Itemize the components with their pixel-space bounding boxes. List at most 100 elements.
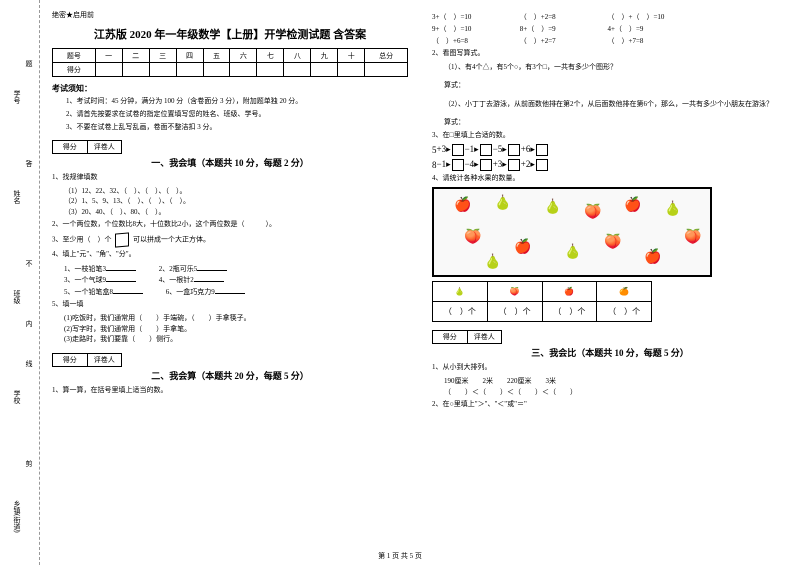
q3b: 可以拼成一个大正方体。 (133, 236, 210, 244)
fc-2: （ ）个 (487, 302, 542, 322)
score-row-label: 得分 (53, 63, 96, 77)
other-cell: 🍊 (597, 282, 652, 302)
q1: 1、找规律填数 (52, 173, 408, 183)
peach-icon: 🍑 (464, 229, 481, 246)
sh-1: 一 (95, 49, 122, 63)
section-score-box-1: 得分 评卷人 (52, 140, 122, 154)
sh-6: 六 (230, 49, 257, 63)
sh-0: 题号 (53, 49, 96, 63)
apple-icon: 🍎 (644, 249, 661, 266)
q5-2: (2)写字时，我们通常用（ ）手拿笔。 (64, 324, 408, 335)
peach-icon: 🍑 (604, 234, 621, 251)
ss2-b: 评卷人 (88, 354, 122, 366)
eq-3-1: （ ）+6=8 (432, 36, 518, 46)
bind-ti: 题 (24, 60, 34, 67)
blank (194, 274, 224, 282)
eq-1-1: 3+（ ）=10 (432, 12, 518, 22)
q1b: （2）1、5、9、13、（ ）、（ ）、（ ）。 (64, 196, 408, 207)
exam-title: 江苏版 2020 年一年级数学【上册】开学检测试题 含答案 (52, 26, 408, 42)
pear-icon: 🍐 (494, 195, 511, 212)
fruit-count-table: 🍐 🍑 🍎 🍊 （ ）个 （ ）个 （ ）个 （ ）个 (432, 281, 652, 322)
sh-3: 三 (149, 49, 176, 63)
eq-2-2: 8+（ ）=9 (520, 24, 606, 34)
sh-9: 九 (311, 49, 338, 63)
q4-row2: 3、一个气球9 4、一根针2 (64, 274, 408, 286)
apple-icon: 🍎 (454, 197, 471, 214)
box (480, 159, 492, 171)
section-3-title: 三、我会比（本题共 10 分，每题 5 分） (432, 346, 788, 359)
bind-lbl-5: 学号 (12, 90, 22, 104)
blank (106, 263, 136, 271)
chain1-op2: −1▸ (465, 144, 479, 155)
box (508, 144, 520, 156)
peach-icon: 🍑 (684, 229, 701, 246)
score-header-row: 题号 一 二 三 四 五 六 七 八 九 十 总分 (53, 49, 408, 63)
fc-1: （ ）个 (433, 302, 488, 322)
q2: 2、一个两位数，个位数比8大，十位数比2小，这个两位数是（ ）。 (52, 220, 408, 230)
calc-1: 算式： (444, 80, 788, 91)
q3-1a: 190厘米 2米 220厘米 3米 (444, 376, 788, 387)
box (480, 144, 492, 156)
sh-8: 八 (284, 49, 311, 63)
chain2-op2: −4▸ (465, 159, 479, 170)
q2-2a: （1）、有4个△，有5个○，有3个□，一共有多少个图形？ (444, 62, 788, 73)
ss2-a: 得分 (53, 354, 88, 366)
box (536, 159, 548, 171)
q2-2: 2、看图写算式。 (432, 49, 788, 59)
box (508, 159, 520, 171)
sh-11: 总分 (365, 49, 408, 63)
section-2-title: 二、我会算（本题共 20 分，每题 5 分） (52, 369, 408, 382)
pear-icon: 🍐 (564, 244, 581, 261)
q4: 4、填上"元"、"角"、"分"。 (52, 250, 408, 260)
q3-1b: （ ）＜（ ）＜（ ）＜（ ） (444, 387, 788, 398)
bind-lbl-3: 班级 (12, 290, 22, 304)
blank (215, 286, 245, 294)
section-score-box-3: 得分 评卷人 (432, 330, 502, 344)
q4-2a: 3、一个气球9 (64, 276, 106, 284)
eq-3-3: （ ）+7=8 (608, 36, 694, 46)
apple-icon: 🍎 (624, 197, 641, 214)
secret-label: 绝密★启用前 (52, 10, 408, 20)
apple-cell: 🍎 (542, 282, 597, 302)
ss3-b: 评卷人 (468, 331, 502, 343)
q4-1a: 1、一枝铅笔3 (64, 265, 106, 273)
score-table: 题号 一 二 三 四 五 六 七 八 九 十 总分 得分 (52, 48, 408, 77)
eq-2-1: 9+（ ）=10 (432, 24, 518, 34)
peach-icon: 🍑 (584, 204, 601, 221)
blank (113, 286, 143, 294)
chain-2: 8 −1▸ −4▸ +3▸ +2▸ (432, 159, 788, 171)
section-1-title: 一、我会填（本题共 10 分，每题 2 分） (52, 156, 408, 169)
binding-margin: 乡镇(街道) 学校 班级 姓名 学号 剪 线 内 不 答 题 (0, 0, 40, 565)
bind-cut: 剪 (24, 460, 34, 467)
bind-inside: 内 (24, 320, 34, 327)
pear-icon: 🍐 (664, 201, 681, 218)
fc-4: （ ）个 (597, 302, 652, 322)
blank (106, 274, 136, 282)
chain1-op3: −5▸ (493, 144, 507, 155)
box (452, 159, 464, 171)
q5-1: (1)吃饭时，我们通常用（ ）手端碗，（ ）手拿筷子。 (64, 313, 408, 324)
left-column: 绝密★启用前 江苏版 2020 年一年级数学【上册】开学检测试题 含答案 题号 … (40, 0, 420, 565)
q1c: （3）20、40、（ ）、80、（ ）。 (64, 207, 408, 218)
sh-2: 二 (122, 49, 149, 63)
peach-cell: 🍑 (487, 282, 542, 302)
fruit-illustration: 🍎 🍐 🍑 🍐 🍎 🍑 🍐 🍎 🍑 🍐 🍎 🍑 🍐 (432, 187, 712, 277)
sh-10: 十 (338, 49, 365, 63)
sh-7: 七 (257, 49, 284, 63)
pear-icon: 🍐 (484, 254, 501, 271)
ss3-a: 得分 (433, 331, 468, 343)
box (452, 144, 464, 156)
pear-cell: 🍐 (433, 282, 488, 302)
q4-1b: 2、2瓶可乐5 (159, 265, 198, 273)
pear-icon: 🍐 (544, 199, 561, 216)
bind-ans: 答 (24, 160, 34, 167)
eq-1-2: （ ）+2=8 (520, 12, 606, 22)
eq-1-3: （ ）+（ ）=10 (608, 12, 694, 22)
fruit-count-row: （ ）个 （ ）个 （ ）个 （ ）个 (433, 302, 652, 322)
score-value-row: 得分 (53, 63, 408, 77)
bind-lbl-1: 乡镇(街道) (12, 500, 22, 533)
notice-list: 1、考试时间：45 分钟，满分为 100 分（含卷面分 3 分），附加题单独 2… (52, 96, 408, 132)
q2-1: 1、算一算，在括号里填上适当的数。 (52, 386, 408, 396)
eq-3-2: （ ）+2=7 (520, 36, 606, 46)
q4-2b: 4、一根针2 (159, 276, 194, 284)
